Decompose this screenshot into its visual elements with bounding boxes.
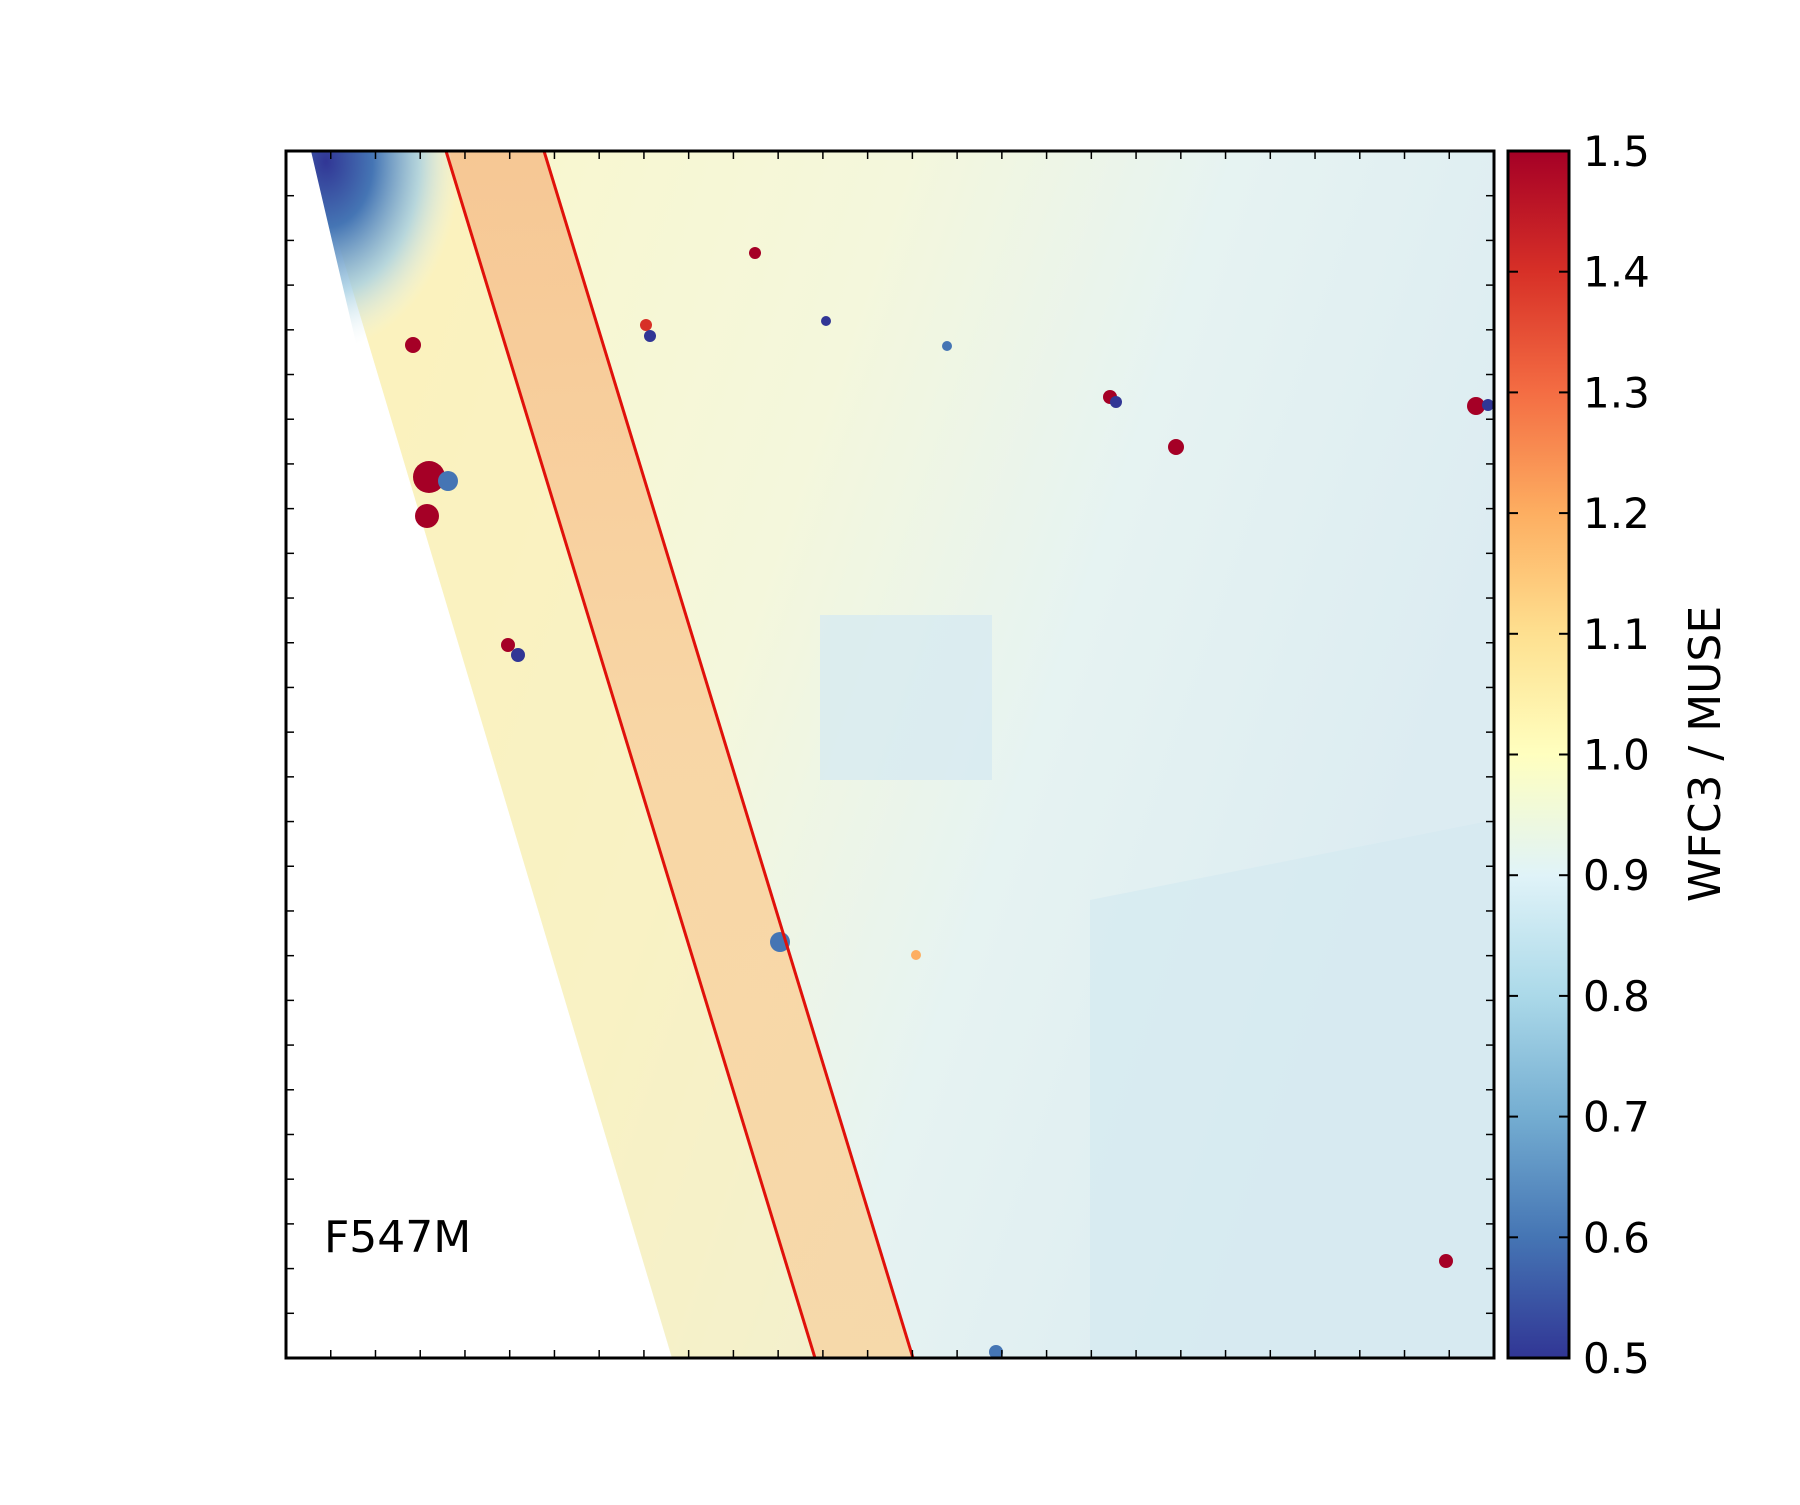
- source-blob: [942, 341, 952, 351]
- source-blob: [415, 504, 439, 528]
- source-blob: [413, 461, 445, 493]
- source-blob: [1110, 396, 1122, 408]
- band-outline: [444, 151, 915, 1358]
- source-blob: [640, 319, 652, 331]
- source-blob: [1168, 439, 1184, 455]
- filter-label: F547M: [324, 1212, 471, 1263]
- source-blob: [438, 471, 458, 491]
- source-blob: [405, 337, 421, 353]
- source-blob: [1482, 399, 1494, 411]
- source-blob: [501, 638, 515, 652]
- source-blob: [989, 1345, 1003, 1358]
- colorbar-tick-label: 0.7: [1583, 1093, 1650, 1142]
- colorbar-tick-label: 1.1: [1583, 610, 1650, 659]
- source-blob: [821, 316, 831, 326]
- lower-right-blue-region: [1090, 820, 1494, 1358]
- source-blob: [644, 330, 656, 342]
- source-blob: [749, 247, 761, 259]
- band-left-line: [444, 151, 817, 1358]
- colorbar-tick-label: 1.2: [1583, 489, 1650, 538]
- colorbar-tick-label: 0.8: [1583, 972, 1650, 1021]
- colorbar: 0.5 0.6 0.7 0.8 0.9 1.0 1.1 1.2 1.3 1.4 1.5 WFC3 /…: [1506, 127, 1731, 1383]
- colorbar-tick-label: 1.0: [1583, 731, 1650, 780]
- colorbar-tick-label: 1.5: [1583, 127, 1650, 176]
- plot-ticks: [286, 151, 1494, 1358]
- source-blob: [511, 648, 525, 662]
- left-edge-strip: [311, 151, 815, 1358]
- source-blob: [911, 950, 921, 960]
- colorbar-tick-label: 0.9: [1583, 851, 1650, 900]
- colorbar-tick-label: 1.4: [1583, 248, 1650, 297]
- plot-frame: [284, 149, 1496, 1360]
- detector-quadrant-patch: [820, 615, 992, 780]
- ratio-map: [311, 151, 1494, 1358]
- colorbar-ticks: 0.5 0.6 0.7 0.8 0.9 1.0 1.1 1.2 1.3 1.4 1.5: [1508, 127, 1650, 1383]
- colorbar-label: WFC3 / MUSE: [1680, 606, 1731, 902]
- colorbar-tick-label: 1.3: [1583, 368, 1650, 417]
- colorbar-tick-label: 0.5: [1583, 1334, 1650, 1383]
- offset-band: [446, 151, 913, 1358]
- point-sources: [405, 247, 1494, 1358]
- source-blob: [1439, 1254, 1453, 1268]
- band-right-line: [542, 151, 915, 1358]
- upper-left-blue-halo: [311, 151, 460, 360]
- colorbar-tick-label: 0.6: [1583, 1213, 1650, 1262]
- source-blob: [1467, 397, 1485, 415]
